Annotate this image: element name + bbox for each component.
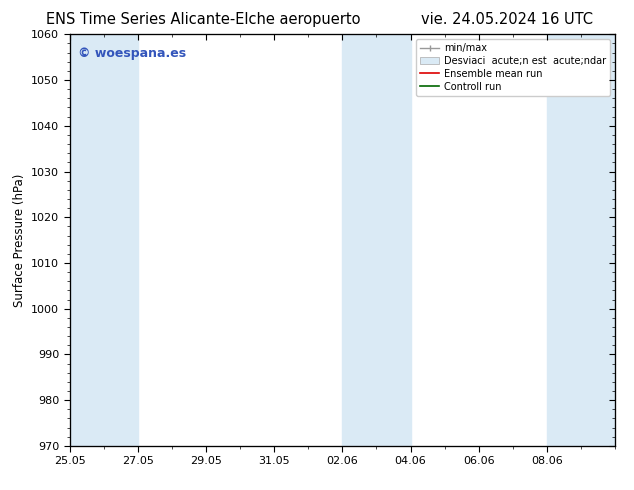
Text: ENS Time Series Alicante-Elche aeropuerto: ENS Time Series Alicante-Elche aeropuert… [46,12,360,27]
Y-axis label: Surface Pressure (hPa): Surface Pressure (hPa) [13,173,25,307]
Text: vie. 24.05.2024 16 UTC: vie. 24.05.2024 16 UTC [421,12,593,27]
Legend: min/max, Desviaci  acute;n est  acute;ndar, Ensemble mean run, Controll run: min/max, Desviaci acute;n est acute;ndar… [416,39,610,96]
Bar [547,34,615,446]
Text: © woespana.es: © woespana.es [78,47,186,60]
Bar [342,34,411,446]
Bar [70,34,138,446]
